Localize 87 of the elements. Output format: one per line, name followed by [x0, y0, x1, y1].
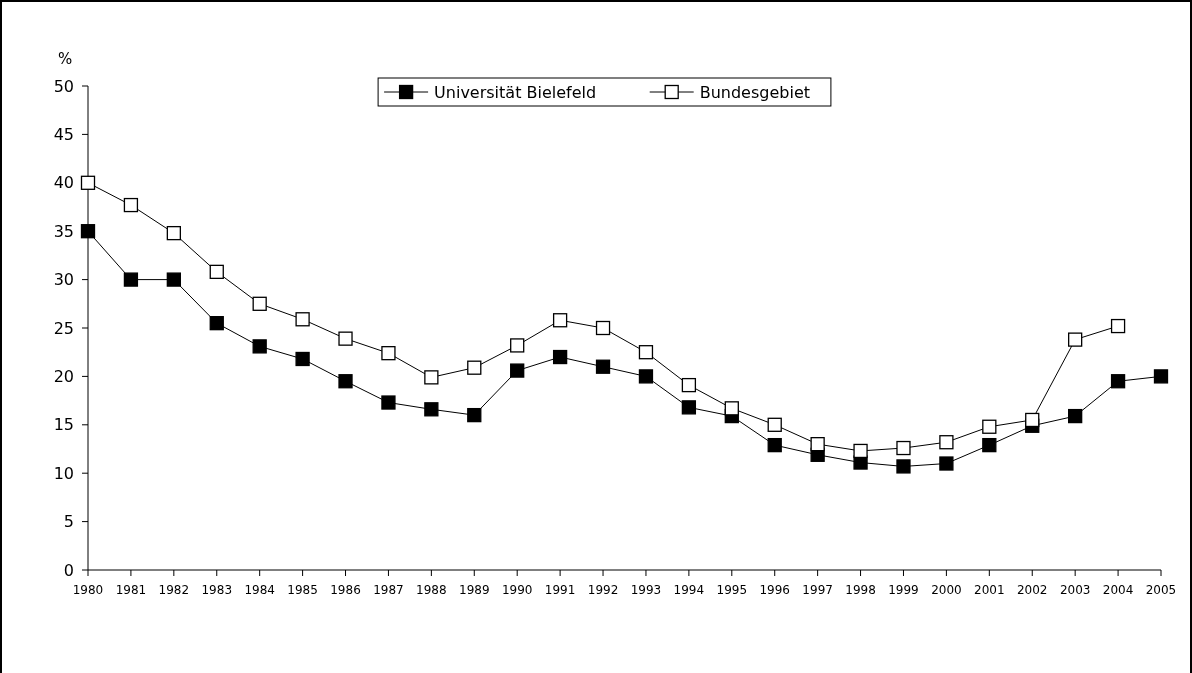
point [209, 316, 224, 331]
point [252, 339, 267, 354]
point [295, 312, 310, 327]
legend-label: Universität Bielefeld [434, 82, 597, 102]
point [681, 400, 697, 415]
point [467, 360, 482, 375]
point [338, 374, 353, 389]
x-tick-label: 2000 [931, 583, 962, 597]
point [767, 417, 782, 432]
point [1068, 408, 1083, 424]
point [381, 395, 396, 410]
point [381, 346, 396, 361]
x-tick-label: 1995 [716, 583, 748, 597]
y-tick-label: 10 [53, 463, 74, 483]
y-tick-label: 5 [63, 512, 74, 532]
y-tick-label: 0 [63, 560, 74, 580]
x-tick-label: 1989 [459, 583, 490, 597]
x-tick-label: 2005 [1145, 583, 1177, 597]
x-tick-label: 1993 [630, 583, 662, 597]
point [1110, 374, 1126, 389]
point [982, 419, 997, 434]
point [638, 369, 654, 384]
y-tick-label: 50 [53, 76, 74, 96]
x-tick-label: 2003 [1059, 583, 1091, 597]
y-tick-label: 35 [53, 221, 74, 241]
point [295, 351, 310, 367]
x-tick-label: 1983 [201, 583, 233, 597]
point [982, 437, 997, 453]
x-tick-label: 1981 [115, 583, 147, 597]
x-tick-label: 1982 [158, 583, 190, 597]
point [939, 435, 954, 450]
point [595, 320, 611, 336]
x-tick-label: 1984 [244, 583, 275, 597]
y-tick-label: 40 [53, 173, 74, 193]
x-tick-label: 2002 [1016, 583, 1048, 597]
y-tick-label: 20 [53, 367, 74, 386]
point [552, 313, 568, 328]
x-tick-label: 1980 [72, 583, 104, 597]
x-tick-label: 2004 [1102, 583, 1134, 597]
legend-label: Bundesgebiet [699, 82, 811, 102]
x-tick-label: 1998 [845, 583, 876, 597]
y-tick-label: 25 [53, 318, 74, 338]
point [80, 224, 96, 239]
x-tick-label: 1991 [544, 583, 576, 597]
x-tick-label: 1992 [587, 583, 619, 597]
x-tick-label: 1987 [373, 583, 404, 597]
point [510, 338, 525, 353]
point [209, 264, 224, 280]
y-tick-label: 15 [53, 415, 74, 435]
point [80, 175, 96, 190]
x-tick-label: 1996 [759, 583, 790, 597]
x-tick-label: 1997 [802, 583, 833, 597]
point [1153, 369, 1169, 384]
point [123, 197, 139, 213]
point [123, 272, 139, 287]
point [896, 440, 911, 456]
point [1110, 318, 1126, 334]
point [252, 296, 267, 311]
y-tick-label: 45 [53, 125, 74, 144]
point [595, 359, 611, 374]
x-tick-label: 1986 [330, 583, 361, 597]
point [424, 402, 439, 417]
point [1068, 332, 1083, 347]
x-tick-label: 1994 [673, 583, 705, 597]
y-tick-label: 30 [53, 270, 74, 290]
point [510, 363, 525, 378]
point [810, 437, 825, 452]
point [638, 345, 654, 360]
point [853, 443, 868, 459]
point [166, 225, 181, 241]
x-tick-label: 1985 [287, 583, 318, 597]
point [166, 272, 181, 287]
x-tick-label: 2001 [974, 583, 1005, 597]
x-tick-label: 1990 [501, 583, 533, 597]
point [467, 407, 482, 423]
point [1025, 412, 1040, 428]
point [896, 459, 911, 474]
point [338, 331, 353, 346]
point [939, 456, 954, 471]
x-tick-label: 1988 [416, 583, 447, 597]
x-tick-label: 1999 [888, 583, 919, 597]
point [424, 370, 439, 385]
point [552, 349, 568, 365]
point [724, 401, 739, 416]
y-axis-title: % [58, 50, 73, 68]
point [681, 377, 697, 393]
point [767, 437, 782, 453]
